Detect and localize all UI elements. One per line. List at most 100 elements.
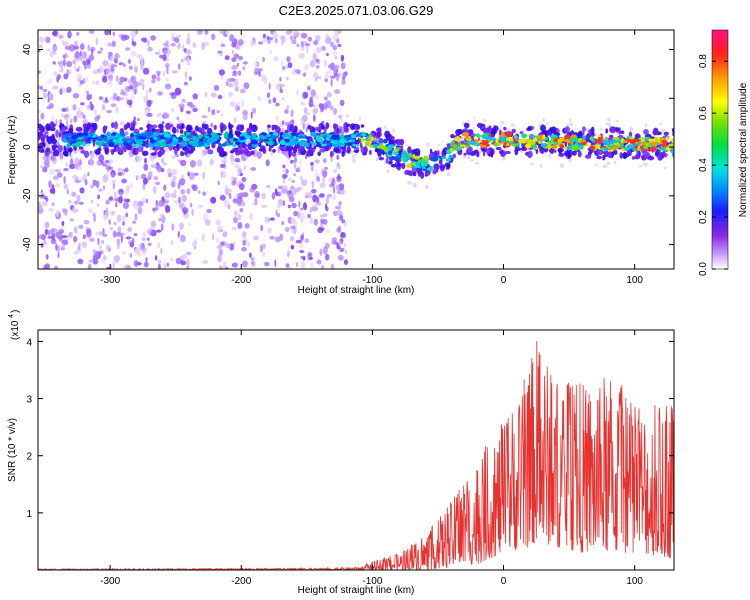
spectrogram-cell (137, 175, 142, 179)
spectrogram-cell (44, 228, 49, 236)
spectrogram-cell (315, 201, 322, 206)
spectrogram-cell (47, 235, 53, 239)
spectrogram-cell (643, 129, 649, 135)
spectrogram-cell (285, 76, 289, 81)
spectrogram-cell (75, 126, 83, 132)
spectrogram-cell (62, 58, 66, 67)
spectrogram-cell (124, 131, 129, 136)
spectrogram-cell (307, 213, 311, 219)
spectrogram-cell (256, 151, 262, 159)
spectrogram-cell (69, 163, 76, 170)
spectrogram-cell (224, 55, 230, 61)
spectrogram-cell (78, 146, 84, 150)
spectrogram-cell (73, 200, 79, 205)
spectrogram-cell (467, 154, 471, 160)
spectrogram-cell (351, 154, 356, 159)
spectrogram-cell (204, 219, 211, 226)
spectrogram-cell (47, 37, 50, 43)
spectrogram-cell (332, 194, 337, 201)
spectrogram-cell (594, 144, 601, 149)
spectrogram-cell (401, 162, 406, 169)
spectrogram-cell (298, 53, 305, 59)
spectrogram-cell (90, 136, 98, 140)
spectrogram-cell (42, 92, 48, 99)
spectrogram-cell (458, 141, 462, 145)
spectrogram-cell (635, 134, 640, 140)
spectrogram-cell (245, 150, 252, 157)
spectrogram-cell (56, 209, 59, 217)
colorbar-tick-label: 0.4 (698, 158, 709, 172)
spectrogram-cell (572, 150, 577, 156)
spectrogram-cell (52, 51, 58, 55)
spectrogram-cell (281, 221, 285, 226)
spectrogram-cell (97, 50, 102, 54)
spectrogram-cell (353, 149, 359, 153)
spectrogram-cell (151, 74, 157, 80)
spectrogram-cell (92, 254, 96, 261)
spectrogram-cell (655, 138, 659, 143)
spectrogram-cell (530, 134, 536, 139)
spectrogram-cell (69, 118, 73, 124)
spectrogram-cell (268, 98, 272, 105)
spectrogram-cell (374, 148, 381, 153)
spectrogram-cell (109, 135, 116, 139)
spectrogram-cell (607, 117, 611, 122)
spectrogram-cell (546, 121, 549, 126)
spectrogram-x-ticks: -300 -200 -100 0 100 (100, 30, 643, 286)
spectrogram-cell (210, 196, 217, 204)
spectrogram-cell (518, 138, 525, 144)
spectrogram-cell (72, 92, 80, 99)
spectrogram-cell (274, 259, 277, 267)
spectrogram-cell (395, 147, 401, 150)
spectrogram-cell (324, 78, 328, 83)
spectrogram-cell (59, 152, 64, 160)
spectrogram-cell (61, 107, 67, 112)
spectrogram-cell (262, 251, 265, 258)
spectrogram-cell (203, 123, 209, 130)
spectrogram-cell (45, 254, 49, 260)
spectrogram-cell (211, 142, 216, 149)
spectrogram-cell (316, 259, 322, 265)
spectrogram-cell (48, 180, 52, 189)
spectrogram-cell (321, 264, 325, 269)
spectrogram-cell (48, 207, 55, 213)
spectrogram-cell (250, 39, 254, 47)
spectrogram-cell (312, 114, 316, 122)
spectrogram-cell (38, 204, 43, 211)
spectrogram-cell (312, 194, 318, 203)
spectrogram-cell (171, 168, 178, 176)
spectrogram-cell (191, 208, 194, 216)
spectrogram-cell (171, 32, 175, 41)
spectrogram-cell (402, 157, 407, 162)
spectrogram-ytick-label: -20 (22, 188, 33, 203)
spectrogram-cell (266, 126, 271, 133)
spectrogram-cell (255, 60, 258, 69)
spectrogram-cell (141, 58, 143, 66)
spectrogram-cell (299, 142, 304, 147)
spectrogram-cell (302, 91, 309, 99)
spectrogram-cell (437, 158, 441, 161)
spectrogram-cell (270, 217, 275, 221)
spectrogram-cell (291, 132, 296, 137)
spectrogram-cell (49, 188, 55, 194)
spectrogram-cell (130, 122, 134, 129)
spectrogram-cell (179, 178, 186, 186)
spectrogram-cell (262, 33, 267, 39)
snr-xtick-label: 0 (501, 576, 507, 587)
spectrogram-cell (185, 110, 191, 115)
spectrogram-cell (56, 172, 63, 178)
spectrogram-cell (74, 141, 81, 147)
spectrogram-cell (268, 140, 274, 146)
spectrogram-cell (67, 133, 72, 136)
spectrogram-cell (53, 144, 59, 149)
spectrogram-cell (228, 122, 231, 130)
spectrogram-cell (607, 144, 612, 148)
spectrogram-cell (240, 88, 246, 94)
spectrogram-cell (463, 122, 470, 129)
spectrogram-cell (135, 30, 139, 35)
spectrogram-cell (104, 148, 110, 155)
spectrogram-cell (323, 96, 328, 101)
spectrogram-cell (158, 259, 162, 264)
spectrogram-cell (161, 215, 166, 224)
spectrogram-cell (222, 151, 227, 157)
